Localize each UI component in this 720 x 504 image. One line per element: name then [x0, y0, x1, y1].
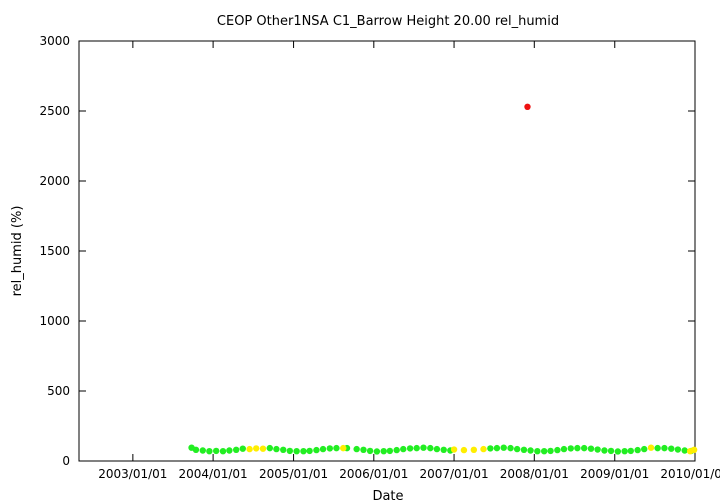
data-point: [393, 446, 400, 454]
x-tick-label: 2010/01/01: [660, 467, 720, 481]
data-point: [360, 446, 367, 453]
x-axis: 2003/01/01 2004/01/01 2005/01/01 2006/01/01…: [98, 41, 720, 481]
data-point: [340, 444, 347, 452]
data-point: [627, 447, 635, 455]
y-axis-label: rel_humid (%): [10, 206, 25, 297]
data-point: [252, 445, 260, 452]
data-point: [614, 448, 622, 455]
data-point: [427, 444, 434, 452]
data-point: [280, 446, 287, 453]
data-point: [306, 447, 313, 455]
data-point: [232, 446, 240, 453]
data-point: [300, 448, 307, 455]
data-point: [460, 446, 468, 454]
data-point: [487, 445, 494, 452]
data-point: [212, 447, 220, 455]
data-point: [524, 103, 531, 111]
y-tick-label: 1500: [39, 244, 70, 258]
data-point: [313, 446, 320, 454]
data-point: [661, 444, 668, 452]
data-point: [513, 445, 521, 453]
data-point: [674, 446, 682, 453]
data-point: [527, 447, 534, 454]
data-point: [520, 446, 528, 453]
data-point: [547, 447, 554, 455]
x-axis-label: Date: [372, 489, 403, 504]
data-point: [206, 448, 213, 455]
data-point: [587, 445, 595, 452]
data-point: [400, 445, 407, 453]
data-point: [440, 446, 447, 453]
x-tick-label: 2003/01/01: [98, 467, 167, 481]
y-tick-label: 0: [62, 454, 70, 468]
data-point: [540, 448, 548, 455]
data-point: [450, 446, 458, 453]
x-tick-label: 2005/01/01: [259, 467, 328, 481]
data-point: [574, 444, 581, 452]
data-point: [199, 447, 206, 454]
data-point: [690, 446, 698, 453]
data-point: [420, 444, 427, 451]
data-point: [366, 447, 374, 455]
y-tick-label: 2500: [39, 104, 70, 118]
data-point: [681, 447, 688, 454]
data-point: [239, 445, 246, 452]
data-point: [192, 446, 200, 453]
data-point: [246, 445, 253, 453]
data-point: [641, 445, 648, 453]
data-point: [507, 444, 514, 452]
y-axis: 0 500 1000 1500 2000 2500 3000: [39, 34, 695, 468]
data-point: [647, 444, 655, 451]
data-point: [273, 445, 280, 453]
data-point: [554, 446, 561, 454]
data-point: [560, 445, 568, 453]
data-point: [266, 444, 274, 452]
chart-title: CEOP Other1NSA C1_Barrow Height 20.00 re…: [217, 14, 559, 29]
x-tick-label: 2009/01/01: [580, 467, 649, 481]
data-point: [286, 447, 294, 455]
data-point: [634, 446, 641, 454]
data-point: [406, 445, 414, 452]
plot-frame: [78, 40, 696, 462]
data-point: [353, 445, 360, 453]
data-point: [567, 445, 574, 452]
data-point: [226, 447, 233, 454]
y-tick-label: 3000: [39, 34, 70, 48]
data-points: [188, 103, 698, 455]
data-point: [293, 448, 300, 455]
data-point: [326, 445, 334, 452]
data-point: [413, 444, 420, 452]
data-point: [607, 447, 615, 455]
y-tick-label: 1000: [39, 314, 70, 328]
data-point: [534, 448, 541, 455]
data-point: [219, 448, 227, 455]
x-tick-label: 2004/01/01: [179, 467, 248, 481]
data-point: [333, 444, 340, 452]
x-tick-label: 2006/01/01: [339, 467, 408, 481]
data-point: [319, 445, 327, 453]
data-point: [654, 444, 661, 452]
data-point: [259, 445, 267, 452]
data-point: [580, 444, 588, 452]
data-point: [668, 445, 675, 452]
data-point: [493, 444, 501, 452]
x-tick-label: 2007/01/01: [419, 467, 488, 481]
data-point: [594, 446, 601, 453]
y-tick-label: 500: [47, 384, 70, 398]
data-point: [470, 446, 478, 453]
y-tick-label: 2000: [39, 174, 70, 188]
data-point: [380, 448, 387, 455]
data-point: [621, 448, 628, 455]
data-point: [386, 447, 394, 455]
data-point: [500, 444, 507, 451]
data-point: [373, 448, 381, 455]
x-tick-label: 2008/01/01: [500, 467, 569, 481]
data-point: [601, 447, 608, 454]
data-point: [480, 445, 487, 453]
data-point: [433, 445, 441, 453]
